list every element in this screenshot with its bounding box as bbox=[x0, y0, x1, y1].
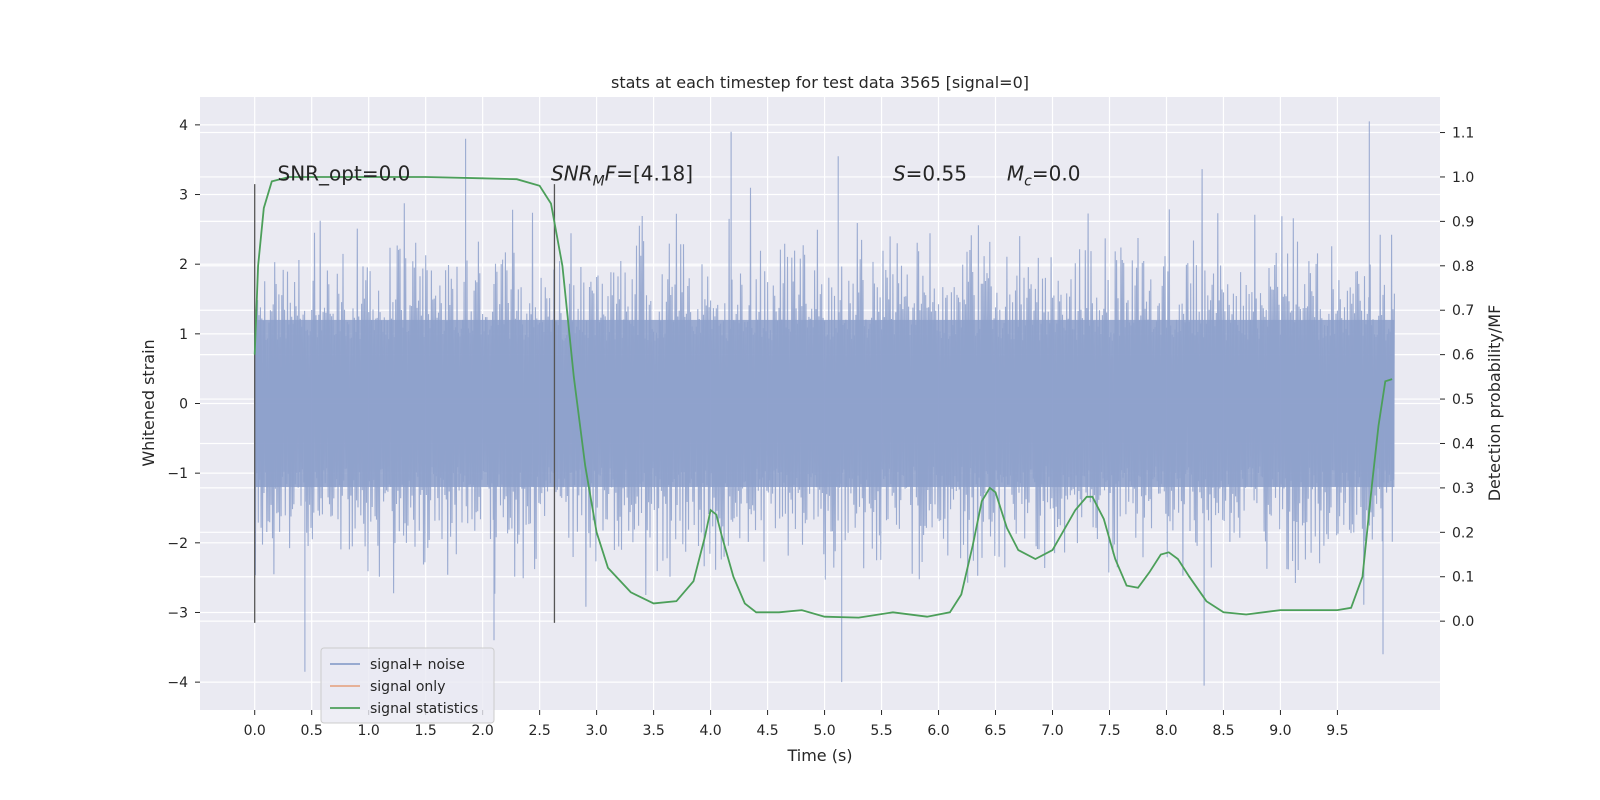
y-right-tick-label: 0.7 bbox=[1452, 303, 1474, 319]
annotation-rest: =[4.18] bbox=[616, 162, 693, 186]
y-axis-label-right: Detection probability/MF bbox=[1485, 305, 1504, 502]
legend: signal+ noise signal only signal statist… bbox=[320, 647, 495, 724]
annotation-text-3: Mc=0.0 bbox=[1007, 162, 1081, 190]
x-tick-label: 0.0 bbox=[244, 723, 266, 739]
annotation-text-1: SNRMF=[4.18] bbox=[551, 162, 693, 190]
y-tick-label: −2 bbox=[167, 536, 188, 552]
x-tick-label: 3.5 bbox=[642, 723, 664, 739]
y-right-tick-label: 0.4 bbox=[1452, 436, 1474, 452]
x-tick-label: 8.0 bbox=[1155, 723, 1177, 739]
y-tick-label: 3 bbox=[179, 188, 188, 204]
x-tick-label: 6.0 bbox=[927, 723, 949, 739]
y-axis-label: Whitened strain bbox=[139, 339, 158, 466]
y-right-tick-label: 0.5 bbox=[1452, 392, 1474, 408]
x-tick-label: 3.0 bbox=[585, 723, 607, 739]
annotation-italic: S bbox=[893, 162, 906, 186]
x-tick-label: 2.5 bbox=[528, 723, 550, 739]
x-tick-label: 9.5 bbox=[1326, 723, 1348, 739]
x-tick-label: 5.0 bbox=[813, 723, 835, 739]
y-right-tick-label: 1.1 bbox=[1452, 126, 1474, 142]
x-tick-label: 2.0 bbox=[472, 723, 494, 739]
y-right-tick-label: 0.8 bbox=[1452, 259, 1474, 275]
annotation-text-2: S=0.55 bbox=[893, 162, 967, 186]
x-tick-label: 0.5 bbox=[301, 723, 323, 739]
signal-noise-core bbox=[254, 319, 1395, 488]
y-right-tick-label: 0.6 bbox=[1452, 348, 1474, 364]
y-tick-label: 4 bbox=[179, 118, 188, 134]
axis-ticks: 0.0 0.5 1.0 1.5 2.0 2.5 3.0 3.5 4.0 4.5 5.0 5.5 6.0 6… bbox=[167, 118, 1474, 739]
chart-title: stats at each timestep for test data 356… bbox=[611, 73, 1029, 92]
legend-label-signal-statistics: signal statistics bbox=[370, 701, 478, 717]
x-tick-label: 4.0 bbox=[699, 723, 721, 739]
annotation-italic-2: F bbox=[605, 162, 617, 186]
y-right-tick-label: 1.0 bbox=[1452, 170, 1474, 186]
annotation-subscript: c bbox=[1024, 174, 1032, 190]
signal-noise-series bbox=[254, 121, 1395, 686]
y-right-tick-label: 0.1 bbox=[1452, 570, 1474, 586]
x-tick-label: 5.5 bbox=[870, 723, 892, 739]
x-tick-label: 6.5 bbox=[984, 723, 1006, 739]
x-tick-label: 7.5 bbox=[1098, 723, 1120, 739]
x-tick-label: 8.5 bbox=[1212, 723, 1234, 739]
annotation-plain: SNR_opt=0.0 bbox=[278, 162, 411, 186]
y-right-tick-label: 0.9 bbox=[1452, 214, 1474, 230]
y-tick-label: −4 bbox=[167, 675, 188, 691]
signal-statistics-series bbox=[253, 176, 1393, 619]
x-tick-label: 1.0 bbox=[358, 723, 380, 739]
x-tick-label: 9.0 bbox=[1269, 723, 1291, 739]
legend-box bbox=[320, 647, 495, 724]
legend-label-signal-only: signal only bbox=[370, 679, 445, 695]
y-tick-label: −1 bbox=[167, 466, 188, 482]
x-tick-label: 4.5 bbox=[756, 723, 778, 739]
y-right-tick-label: 0.3 bbox=[1452, 481, 1474, 497]
signal-statistics-line bbox=[253, 176, 1393, 619]
x-axis-label: Time (s) bbox=[786, 746, 852, 765]
y-tick-label: 2 bbox=[179, 257, 188, 273]
y-tick-label: −3 bbox=[167, 605, 188, 621]
annotation-rest: =0.0 bbox=[1032, 162, 1081, 186]
annotation-italic: SNR bbox=[551, 162, 593, 186]
legend-label-signal-noise: signal+ noise bbox=[370, 657, 465, 673]
y-tick-label: 1 bbox=[179, 327, 188, 343]
vertical-markers bbox=[254, 184, 556, 623]
annotation-subscript: M bbox=[593, 174, 605, 190]
annotation-text-0: SNR_opt=0.0 bbox=[278, 162, 411, 186]
annotation-rest: =0.55 bbox=[906, 162, 967, 186]
annotation-italic: M bbox=[1007, 162, 1024, 186]
y-tick-label: 0 bbox=[179, 397, 188, 413]
y-right-tick-label: 0.0 bbox=[1452, 614, 1474, 630]
y-right-tick-label: 0.2 bbox=[1452, 525, 1474, 541]
x-tick-label: 7.0 bbox=[1041, 723, 1063, 739]
x-tick-label: 1.5 bbox=[415, 723, 437, 739]
annotations: SNR_opt=0.0 SNRMF=[4.18] S=0.55 Mc=0.0 bbox=[278, 162, 1081, 190]
